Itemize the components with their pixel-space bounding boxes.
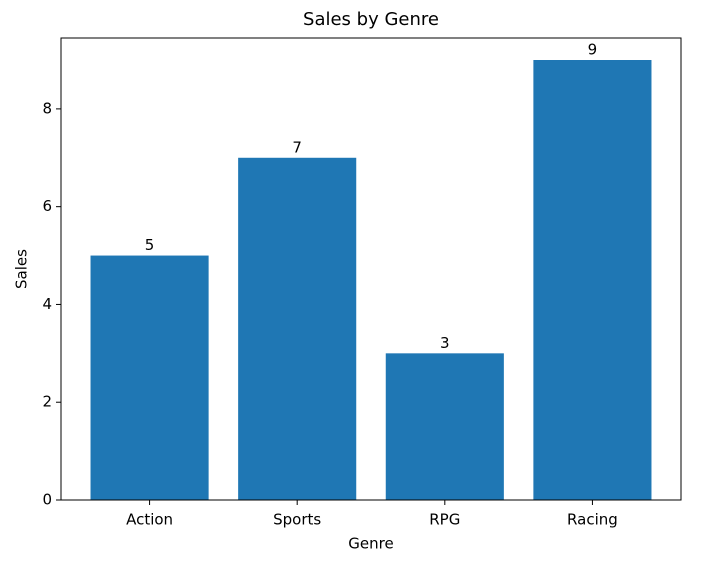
- data-label: 5: [145, 236, 155, 254]
- bar: [385, 353, 504, 500]
- x-tick-label: RPG: [429, 511, 460, 529]
- y-tick-label: 8: [42, 99, 52, 117]
- bar: [90, 255, 209, 500]
- plot-frame: [60, 37, 682, 501]
- y-tick-label: 6: [42, 197, 52, 215]
- bar: [238, 157, 357, 500]
- data-label: 7: [292, 138, 302, 156]
- bar: [533, 60, 652, 500]
- x-axis-label: Genre: [348, 535, 393, 553]
- x-tick-label: Sports: [273, 511, 321, 529]
- y-tick-label: 4: [42, 295, 52, 313]
- data-label: 3: [440, 334, 450, 352]
- chart-title: Sales by Genre: [303, 9, 439, 30]
- x-tick-label: Racing: [567, 511, 618, 529]
- y-axis-label: Sales: [13, 249, 31, 289]
- y-tick-label: 2: [42, 393, 52, 411]
- x-tick-label: Action: [126, 511, 173, 529]
- y-tick-label: 0: [42, 491, 52, 509]
- data-label: 9: [588, 41, 598, 59]
